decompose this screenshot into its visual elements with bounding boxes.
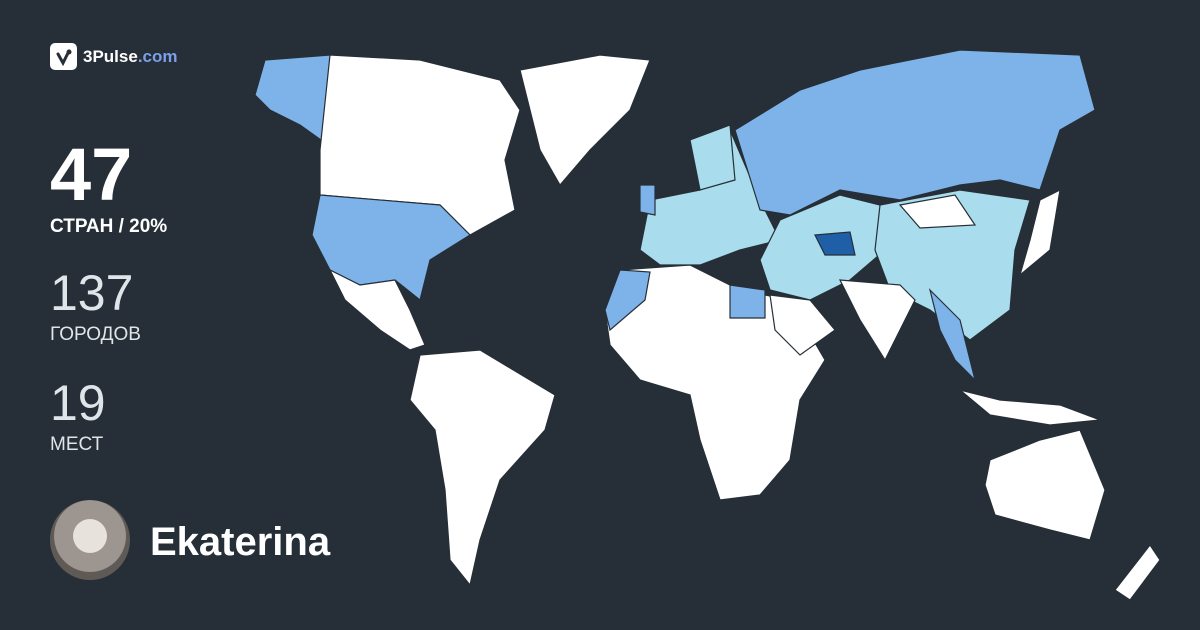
arabia xyxy=(769,294,836,356)
countries-label: СТРАН / 20% xyxy=(50,216,168,237)
india xyxy=(838,279,916,362)
places-stat: 19 МЕСТ xyxy=(50,378,106,456)
morocco xyxy=(604,269,651,332)
places-label: МЕСТ xyxy=(50,434,104,455)
russia xyxy=(734,49,1096,216)
countries-stat: 47 СТРАН / 20% xyxy=(50,138,167,238)
cities-label: ГОРОДОВ xyxy=(50,324,141,345)
south-america xyxy=(409,349,556,587)
countries-count: 47 xyxy=(50,133,133,216)
check-pulse-icon xyxy=(50,43,77,70)
cities-count: 137 xyxy=(50,265,134,321)
scandinavia xyxy=(689,124,736,191)
cities-stat: 137 ГОРОДОВ xyxy=(50,268,141,346)
brand-logo[interactable]: 3Pulse.com xyxy=(50,43,178,70)
brand-name: 3Pulse.com xyxy=(83,46,178,66)
japan xyxy=(1018,188,1061,277)
places-count: 19 xyxy=(50,375,106,431)
user-name: Ekaterina xyxy=(150,520,331,564)
avatar xyxy=(50,500,130,580)
egypt xyxy=(729,284,766,319)
indonesia xyxy=(959,389,1101,426)
mexico-central-america xyxy=(328,268,426,351)
australia xyxy=(984,429,1106,541)
mongolia xyxy=(898,194,977,229)
greenland xyxy=(519,54,651,187)
usa xyxy=(311,194,471,302)
southeast-asia xyxy=(928,288,977,382)
new-zealand xyxy=(1114,543,1161,601)
china xyxy=(874,189,1031,341)
uzbekistan xyxy=(814,231,856,256)
uk xyxy=(639,184,656,216)
canada xyxy=(319,54,521,236)
